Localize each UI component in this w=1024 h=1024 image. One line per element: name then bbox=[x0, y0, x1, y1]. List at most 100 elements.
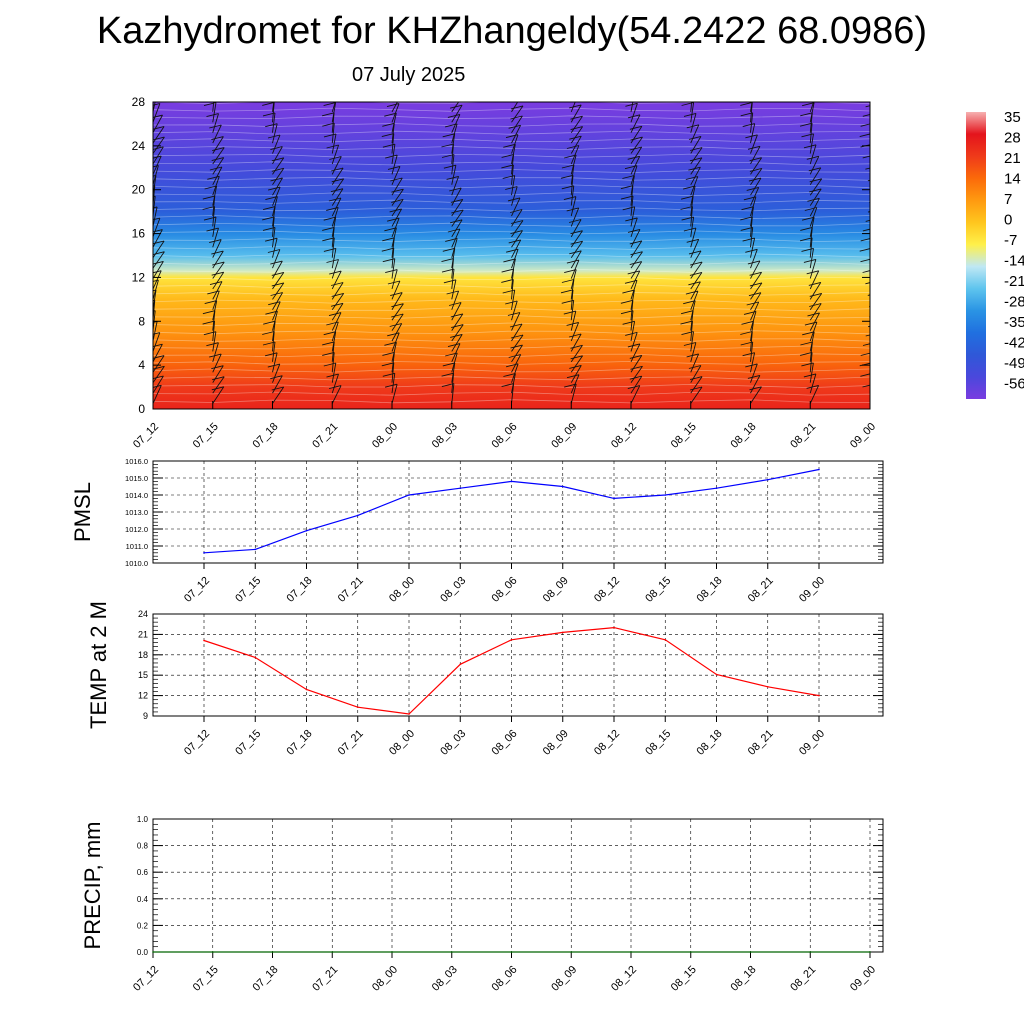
wind-barb-staff bbox=[809, 312, 820, 331]
wind-barb-flag bbox=[625, 102, 638, 107]
wind-barb-flag bbox=[450, 198, 463, 203]
wind-barb-flag bbox=[685, 290, 699, 295]
wind-barb-flag bbox=[212, 376, 225, 381]
wind-barb-staff bbox=[809, 237, 813, 258]
wind-barb-flag bbox=[384, 341, 397, 346]
wind-barb-staff bbox=[331, 270, 342, 290]
wind-barb-flag bbox=[322, 237, 335, 242]
wind-barb-staff bbox=[391, 218, 400, 238]
wind-barb-staff bbox=[630, 261, 643, 279]
wind-barb-staff bbox=[451, 209, 464, 227]
x-tick-label: 08_21 bbox=[788, 421, 818, 451]
wind-barb-flag bbox=[271, 282, 284, 287]
wind-barb-flag bbox=[386, 217, 400, 222]
x-tick-label: 07_18 bbox=[251, 964, 281, 994]
wind-barb-staff bbox=[153, 261, 164, 279]
wind-barb-flag bbox=[323, 102, 336, 107]
wind-barb-flag bbox=[206, 227, 219, 232]
wind-barb-staff bbox=[451, 176, 460, 196]
wind-barb-staff bbox=[391, 362, 395, 383]
wind-barb-staff bbox=[630, 251, 643, 269]
data-point bbox=[570, 951, 573, 953]
wind-barb-staff bbox=[690, 321, 693, 342]
wind-barb-staff bbox=[570, 355, 583, 373]
wind-barb-flag bbox=[860, 258, 870, 263]
wind-barb-staff bbox=[153, 114, 163, 133]
wind-barb-staff bbox=[690, 124, 700, 144]
data-point bbox=[690, 951, 692, 953]
wind-barb-flag bbox=[447, 343, 461, 348]
wind-barb-staff bbox=[630, 196, 634, 217]
wind-barb-flag bbox=[564, 383, 577, 388]
wind-barb-flag bbox=[211, 157, 224, 162]
x-tick-label: 08_15 bbox=[643, 728, 673, 758]
wind-barb-staff bbox=[570, 104, 582, 123]
wind-barb-staff bbox=[331, 352, 335, 373]
wind-barb-staff bbox=[272, 168, 285, 186]
wind-barb-staff bbox=[272, 352, 278, 373]
wind-barb-flag bbox=[262, 331, 275, 335]
wind-barb-flag bbox=[329, 156, 342, 160]
x-tick-label: 07_12 bbox=[131, 421, 161, 451]
wind-barb-staff bbox=[690, 147, 703, 165]
wind-barb-flag bbox=[862, 228, 870, 232]
data-point bbox=[408, 713, 410, 715]
colorbar-label: -7 bbox=[1004, 232, 1017, 249]
wind-barb-staff bbox=[331, 207, 339, 227]
contour-line bbox=[153, 268, 870, 273]
wind-barb-flag bbox=[806, 270, 819, 275]
wind-barb-staff bbox=[570, 289, 574, 310]
wind-barb-staff bbox=[212, 310, 216, 331]
wind-barb-flag bbox=[331, 178, 344, 183]
wind-barb-staff bbox=[451, 165, 457, 185]
wind-barb-flag bbox=[561, 164, 575, 169]
wind-barb-staff bbox=[451, 123, 458, 144]
y-tick-label: 1016.0 bbox=[125, 457, 148, 466]
wind-barb-staff bbox=[511, 323, 523, 342]
wind-barb-flag bbox=[740, 216, 753, 221]
wind-barb-staff bbox=[153, 136, 165, 154]
wind-barb-staff bbox=[869, 245, 870, 248]
x-tick-label: 08_00 bbox=[370, 964, 400, 994]
wind-barb-staff bbox=[212, 166, 223, 185]
colorbar-label: -42 bbox=[1004, 335, 1024, 352]
wind-barb-staff bbox=[391, 248, 395, 269]
wind-barb-staff bbox=[750, 341, 754, 362]
wind-barb-flag bbox=[202, 310, 216, 315]
wind-barb-staff bbox=[570, 374, 580, 394]
wind-barb-staff bbox=[690, 217, 695, 237]
wind-barb-flag bbox=[865, 167, 870, 170]
wind-barb-flag bbox=[448, 302, 462, 306]
wind-barb-staff bbox=[391, 292, 403, 311]
wind-barb-staff bbox=[809, 362, 814, 383]
wind-barb-flag bbox=[865, 105, 870, 108]
wind-barb-staff bbox=[212, 196, 216, 217]
wind-barb-staff bbox=[630, 332, 638, 352]
data-point bbox=[562, 631, 564, 634]
wind-barb-staff bbox=[750, 311, 757, 331]
wind-barb-flag bbox=[271, 271, 284, 276]
wind-barb-flag bbox=[271, 386, 284, 391]
wind-barb-staff bbox=[750, 134, 758, 154]
y-tick-label: 18 bbox=[138, 650, 148, 660]
wind-barb-flag bbox=[629, 354, 642, 359]
wind-barb-flag bbox=[749, 157, 762, 162]
wind-barb-staff bbox=[750, 386, 762, 404]
wind-barb-flag bbox=[384, 383, 398, 388]
y-tick-label: 16 bbox=[132, 227, 146, 241]
wind-barb-staff bbox=[869, 235, 870, 237]
wind-barb-staff bbox=[869, 130, 870, 133]
x-tick-label: 07_21 bbox=[336, 575, 366, 605]
wind-barb-flag bbox=[570, 230, 583, 235]
wind-barb-staff bbox=[630, 310, 634, 331]
wind-barb-flag bbox=[862, 384, 870, 388]
wind-barb-staff bbox=[630, 321, 636, 342]
wind-barb-flag bbox=[800, 341, 813, 346]
y-tick-label: 1011.0 bbox=[126, 542, 148, 551]
wind-barb-staff bbox=[153, 229, 163, 248]
wind-barb-staff bbox=[570, 185, 575, 206]
wind-barb-flag bbox=[741, 206, 754, 211]
wind-barb-flag bbox=[865, 334, 870, 337]
wind-barb-staff bbox=[391, 269, 398, 290]
wind-barb-flag bbox=[501, 164, 514, 169]
